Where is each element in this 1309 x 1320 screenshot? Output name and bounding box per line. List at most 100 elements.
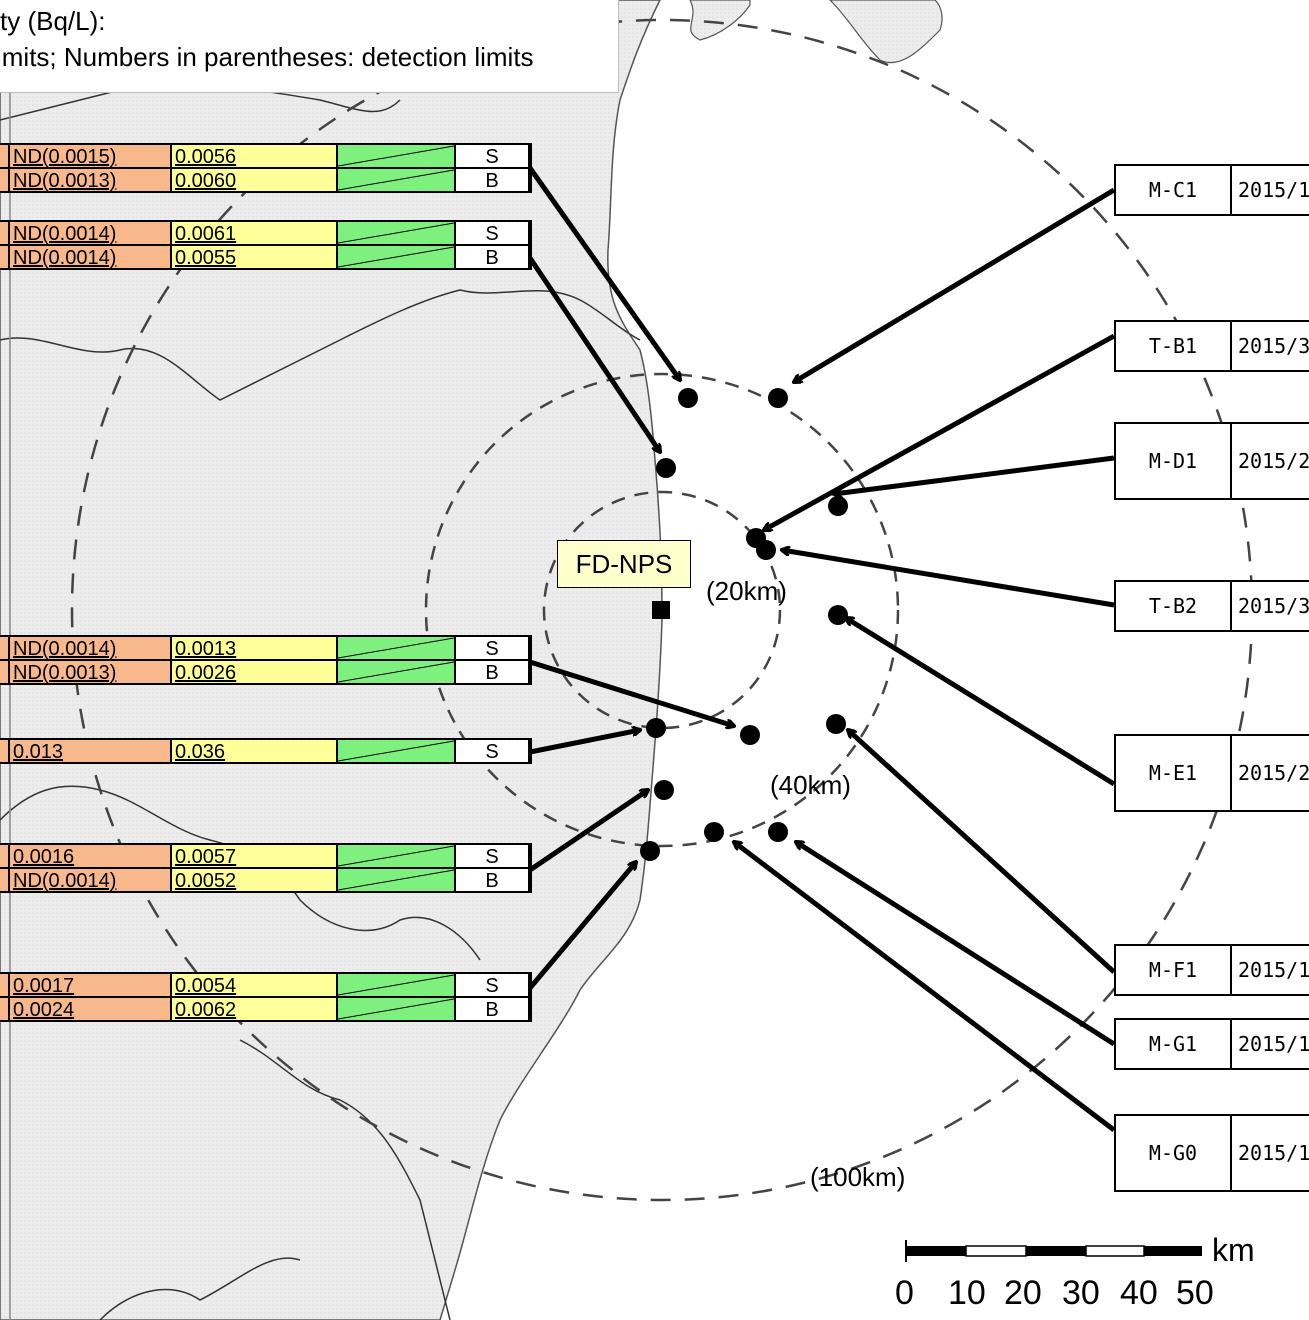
pre-cell	[0, 145, 10, 167]
h3-value-cell: 0.0061	[172, 222, 338, 244]
sampling-point	[828, 605, 848, 625]
scale-tick-label: 10	[948, 1274, 986, 1312]
empty-cell	[338, 740, 456, 762]
prefecture-boundary	[99, 1257, 301, 1320]
legend-box: ty (Bq/L): imits; Numbers in parentheses…	[0, 0, 619, 93]
layer-cell: S	[456, 740, 530, 762]
pre-cell	[0, 169, 10, 191]
station-date: 2015/3	[1238, 594, 1309, 618]
sampling-point	[768, 822, 788, 842]
station-box: T-B1 2015/3	[1114, 320, 1309, 372]
cs-value-cell: ND(0.0014)	[10, 246, 172, 268]
cs-value-cell: ND(0.0014)	[10, 869, 172, 891]
pre-cell	[0, 869, 10, 891]
pre-cell	[0, 974, 10, 996]
station-date: 2015/1	[1238, 1141, 1309, 1165]
h3-value-cell: 0.0056	[172, 145, 338, 167]
station-box: T-B2 2015/3	[1114, 580, 1309, 632]
table-row: 0.013 0.036 S	[0, 738, 532, 764]
sampling-point	[640, 841, 660, 861]
table-row: ND(0.0014) 0.0052 B	[0, 867, 532, 893]
cs-value-cell: ND(0.0014)	[10, 222, 172, 244]
layer-cell: B	[456, 246, 530, 268]
station-date: 2015/1	[1238, 178, 1309, 202]
station-date: 2015/1	[1238, 958, 1309, 982]
scale-tick-label: 30	[1062, 1274, 1100, 1312]
layer-cell: B	[456, 869, 530, 891]
arrow	[734, 842, 1116, 1132]
plant-label: FD-NPS	[557, 540, 691, 588]
cs-value-cell: ND(0.0015)	[10, 145, 172, 167]
ring-label-20km: (20km)	[706, 576, 787, 606]
station-date: 2015/3	[1238, 334, 1309, 358]
table-row: ND(0.0014) 0.0061 S	[0, 220, 532, 246]
cs-value-cell: ND(0.0014)	[10, 637, 172, 659]
layer-cell: S	[456, 845, 530, 867]
station-id: M-F1	[1116, 946, 1232, 994]
sampling-point	[740, 725, 760, 745]
arrow	[782, 550, 1115, 608]
table-row: 0.0016 0.0057 S	[0, 843, 532, 869]
h3-value-cell: 0.0052	[172, 869, 338, 891]
empty-cell	[338, 661, 456, 683]
island-north	[689, 0, 943, 64]
sampling-point	[704, 822, 724, 842]
station-id: M-D1	[1116, 424, 1232, 498]
empty-cell	[338, 637, 456, 659]
cs-value-cell: ND(0.0013)	[10, 661, 172, 683]
station-box: M-C1 2015/1	[1114, 164, 1309, 216]
arrow	[527, 166, 680, 380]
layer-cell: B	[456, 661, 530, 683]
pre-cell	[0, 740, 10, 762]
arrow	[528, 862, 636, 990]
ring-label-40km: (40km)	[770, 770, 851, 800]
station-box: M-E1 2015/2	[1114, 734, 1309, 812]
station-id: M-G0	[1116, 1116, 1232, 1190]
station-box: M-G0 2015/1	[1114, 1114, 1309, 1192]
empty-cell	[338, 145, 456, 167]
station-date: 2015/2	[1238, 449, 1309, 473]
cs-value-cell: 0.0017	[10, 974, 172, 996]
station-id: M-G1	[1116, 1020, 1232, 1068]
sampling-point	[654, 780, 674, 800]
h3-value-cell: 0.0062	[172, 998, 338, 1020]
ring-label-100km: (100km)	[810, 1162, 906, 1192]
table-row: ND(0.0014) 0.0055 B	[0, 244, 532, 270]
pre-cell	[0, 998, 10, 1020]
empty-cell	[338, 169, 456, 191]
station-id: M-C1	[1116, 166, 1232, 214]
arrow	[528, 790, 648, 873]
layer-cell: S	[456, 145, 530, 167]
arrow	[529, 659, 734, 726]
legend-line-2: imits; Numbers in parentheses: detection…	[0, 42, 534, 72]
prefecture-boundary	[0, 289, 641, 401]
pre-cell	[0, 222, 10, 244]
scale-tick-label: 20	[1004, 1274, 1042, 1312]
table-row: ND(0.0015) 0.0056 S	[0, 143, 532, 169]
h3-value-cell: 0.0057	[172, 845, 338, 867]
pre-cell	[0, 661, 10, 683]
ring-20km	[542, 490, 782, 730]
station-date: 2015/2	[1238, 761, 1309, 785]
scale-tick-label: 40	[1120, 1274, 1158, 1312]
station-date: 2015/1	[1238, 1032, 1309, 1056]
station-id: T-B1	[1116, 322, 1232, 370]
arrow	[846, 618, 1116, 787]
h3-value-cell: 0.0054	[172, 974, 338, 996]
arrow	[527, 256, 660, 452]
cs-value-cell: 0.013	[10, 740, 172, 762]
table-row: ND(0.0014) 0.0013 S	[0, 635, 532, 661]
h3-value-cell: 0.0060	[172, 169, 338, 191]
table-row: ND(0.0013) 0.0026 B	[0, 659, 532, 685]
cs-value-cell: 0.0016	[10, 845, 172, 867]
h3-value-cell: 0.0026	[172, 661, 338, 683]
scale-tick-label: 0	[895, 1274, 914, 1312]
sampling-point	[678, 388, 698, 408]
h3-value-cell: 0.0013	[172, 637, 338, 659]
empty-cell	[338, 845, 456, 867]
cs-value-cell: ND(0.0013)	[10, 169, 172, 191]
legend-line-1: ty (Bq/L):	[0, 6, 106, 36]
arrow	[834, 455, 1115, 494]
h3-value-cell: 0.0055	[172, 246, 338, 268]
h3-value-cell: 0.036	[172, 740, 338, 762]
